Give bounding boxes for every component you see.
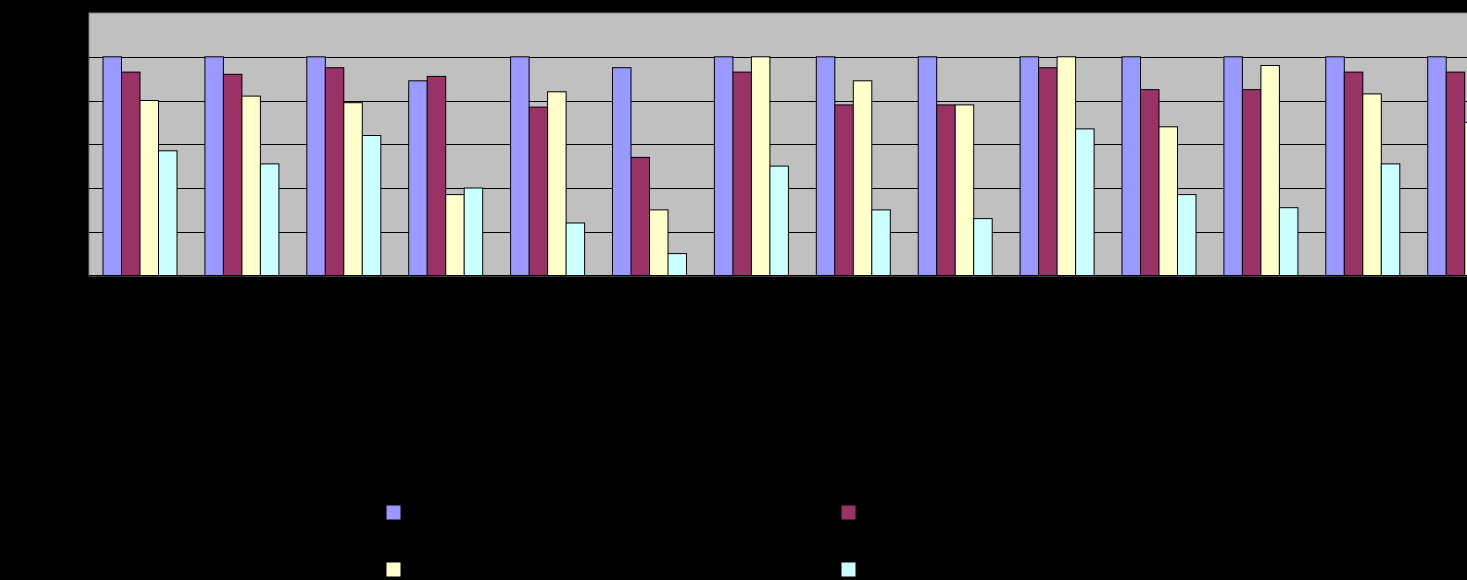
bar-series-4 xyxy=(973,218,993,277)
bar-series-4 xyxy=(667,253,687,277)
legend-swatch-series-2 xyxy=(840,504,857,521)
bar-series-1 xyxy=(102,56,122,277)
bar-series-4 xyxy=(1075,128,1095,276)
bar-series-2 xyxy=(1445,71,1466,276)
bar-series-1 xyxy=(306,56,326,277)
bar-series-3 xyxy=(343,102,363,276)
bar-series-3 xyxy=(241,95,261,276)
bar-series-3 xyxy=(954,104,975,277)
bar-series-3 xyxy=(649,209,669,276)
bar-series-2 xyxy=(324,67,345,276)
bar-series-2 xyxy=(528,106,549,276)
bars xyxy=(102,56,1467,277)
bar-series-4 xyxy=(769,165,789,277)
bar-series-2 xyxy=(936,104,956,277)
bar-series-2 xyxy=(630,156,650,276)
legend-swatch-series-1 xyxy=(385,504,402,521)
bar-series-4 xyxy=(463,187,484,276)
bar-series-1 xyxy=(1223,56,1243,277)
bar-series-3 xyxy=(1464,121,1467,277)
bar-series-4 xyxy=(1278,207,1299,276)
bar-series-4 xyxy=(158,150,178,276)
bar-series-1 xyxy=(1427,56,1447,277)
bar-series-3 xyxy=(750,56,771,277)
bar-series-3 xyxy=(1260,65,1280,276)
bar-series-3 xyxy=(139,100,159,276)
bar-series-1 xyxy=(815,56,836,277)
bar-series-2 xyxy=(1038,67,1058,276)
bar-series-1 xyxy=(612,67,632,276)
bar-series-4 xyxy=(871,209,891,276)
bar-series-2 xyxy=(834,104,854,277)
bar-series-1 xyxy=(1325,56,1345,277)
bar-series-1 xyxy=(408,80,428,276)
legend-swatch-series-3 xyxy=(385,561,402,578)
bar-series-2 xyxy=(732,71,752,276)
bar-series-3 xyxy=(852,80,873,276)
bar-series-3 xyxy=(1362,93,1382,277)
bar-series-2 xyxy=(1241,89,1262,276)
bar-series-3 xyxy=(1158,126,1178,277)
bar-series-2 xyxy=(426,75,447,277)
legend-swatch-series-4 xyxy=(840,561,857,578)
bar-series-2 xyxy=(121,71,141,276)
bar-series-3 xyxy=(547,91,567,277)
bar-series-1 xyxy=(917,56,938,277)
bar-series-4 xyxy=(565,222,586,276)
bar-series-4 xyxy=(1177,194,1197,277)
bar-series-3 xyxy=(445,194,465,277)
bar-series-1 xyxy=(713,56,734,277)
legend xyxy=(385,504,857,578)
bar-series-4 xyxy=(259,163,280,276)
bar-series-4 xyxy=(361,135,382,276)
bar-series-1 xyxy=(510,56,530,277)
bar-series-1 xyxy=(204,56,224,277)
bar-series-1 xyxy=(1019,56,1040,277)
bar-series-2 xyxy=(1343,71,1364,276)
bar-series-3 xyxy=(1056,56,1077,277)
bar-series-4 xyxy=(1380,163,1401,276)
bar-series-2 xyxy=(1140,89,1160,276)
bar-series-1 xyxy=(1121,56,1141,277)
bar-series-2 xyxy=(222,73,243,277)
